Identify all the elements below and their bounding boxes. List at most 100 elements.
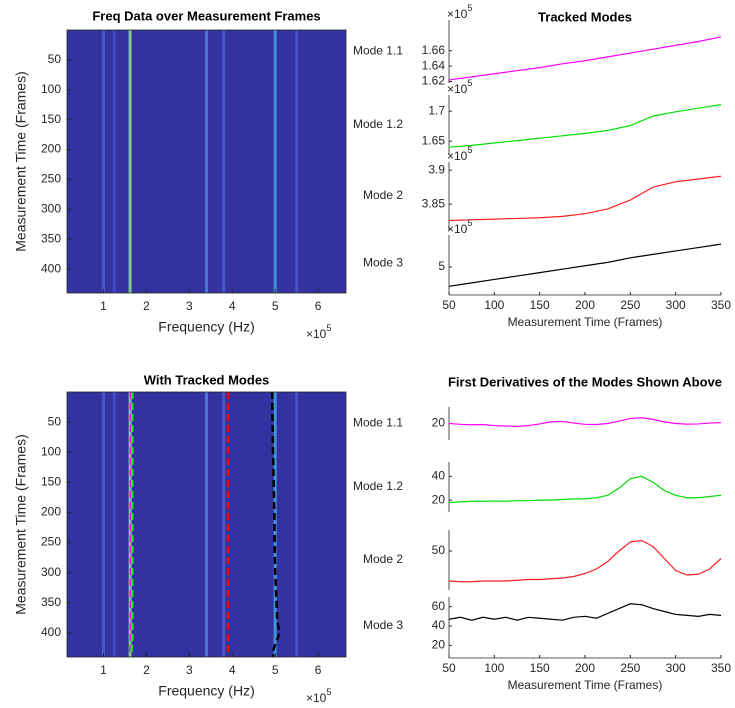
y-tick-label: 250 (41, 535, 61, 549)
y-tick-label: 1.65 (422, 133, 446, 147)
y-tick-label: 50 (432, 543, 446, 557)
exponent-power: 5 (467, 218, 472, 228)
x-tick-label: 50 (442, 661, 456, 675)
y-tick-label: 50 (48, 414, 62, 428)
mode-label: Mode 3 (363, 618, 403, 632)
x-axis-label: Frequency (Hz) (158, 683, 254, 699)
x-tick-label: 5 (272, 663, 279, 677)
x-tick-label: 250 (620, 661, 640, 675)
mode-label: Mode 1.2 (353, 117, 403, 131)
y-tick-label: 50 (48, 52, 62, 66)
heatmap-ridge (273, 30, 277, 293)
y-tick-label: 100 (41, 444, 61, 458)
x-tick-label: 6 (315, 663, 322, 677)
y-tick-label: 1.7 (428, 103, 445, 117)
exponent-base: ×10 (447, 149, 468, 163)
heatmap-ridge (222, 30, 226, 293)
x-tick-label: 3 (186, 299, 193, 313)
y-tick-label: 200 (41, 142, 61, 156)
x-tick-label: 4 (229, 663, 236, 677)
exponent-label: ×105 (306, 687, 331, 705)
mode-line (448, 539, 722, 583)
exponent-label: ×105 (306, 323, 331, 341)
y-tick-label: 400 (41, 625, 61, 639)
y-tick-label: 150 (41, 475, 61, 489)
x-tick-label: 150 (530, 298, 550, 312)
x-tick-label: 50 (442, 298, 456, 312)
x-tick-label: 6 (315, 299, 322, 313)
y-tick-label: 350 (41, 595, 61, 609)
mode-label: Mode 3 (363, 256, 403, 270)
exponent-label: ×105 (447, 78, 472, 96)
y-tick-label: 400 (41, 261, 61, 275)
plot-frame (66, 29, 347, 294)
y-tick-label: 3.85 (422, 196, 446, 210)
x-axis-label: Measurement Time (Frames) (508, 678, 663, 692)
mode-line (448, 475, 722, 504)
x-axis-label: Measurement Time (Frames) (508, 315, 663, 329)
mode-label: Mode 1.1 (353, 44, 403, 58)
mode-line (448, 36, 722, 81)
exponent-label: ×105 (447, 3, 472, 21)
exponent-base: ×10 (447, 7, 468, 21)
y-tick-label: 1.66 (422, 43, 446, 57)
y-tick-label: 250 (41, 172, 61, 186)
tracked-mode (270, 391, 281, 657)
mode-label: Mode 1.1 (353, 416, 403, 430)
heatmap-ridge (205, 30, 208, 293)
y-tick-label: 20 (432, 492, 446, 506)
x-tick-label: 2 (143, 299, 150, 313)
exponent-base: ×10 (306, 327, 327, 341)
x-tick-label: 3 (186, 663, 193, 677)
x-tick-label: 1 (100, 663, 107, 677)
x-tick-label: 350 (711, 661, 731, 675)
chart-title: Freq Data over Measurement Frames (92, 8, 320, 23)
exponent-label: ×105 (447, 145, 472, 163)
y-axis-label: Measurement Time (Frames) (13, 71, 29, 251)
heatmap-ridge (205, 392, 208, 657)
y-tick-label: 3.9 (428, 162, 445, 176)
exponent-power: 5 (467, 78, 472, 88)
y-tick-label: 5 (438, 259, 445, 273)
y-tick-label: 1.62 (422, 74, 446, 88)
x-tick-label: 300 (666, 298, 686, 312)
heatmap-ridge (112, 30, 116, 293)
x-tick-label: 150 (530, 661, 550, 675)
heatmap-ridge (295, 30, 299, 293)
heatmap-ridge (101, 30, 105, 293)
heatmap-ridge (112, 392, 116, 657)
mode-line (448, 603, 722, 621)
mode-line (448, 243, 722, 287)
x-tick-label: 250 (620, 298, 640, 312)
y-tick-label: 300 (41, 201, 61, 215)
x-tick-label: 100 (484, 661, 504, 675)
mode-label: Mode 2 (363, 188, 403, 202)
exponent-label: ×105 (447, 218, 472, 236)
chart-title: With Tracked Modes (144, 372, 270, 387)
mode-line (448, 104, 722, 148)
y-tick-label: 60 (432, 599, 446, 613)
x-axis-label: Frequency (Hz) (158, 319, 254, 335)
heatmap-ridge (222, 392, 226, 657)
x-tick-label: 350 (711, 298, 731, 312)
plot-frame (66, 391, 347, 658)
mode-line (448, 175, 722, 222)
y-tick-label: 350 (41, 231, 61, 245)
x-tick-label: 4 (229, 299, 236, 313)
mode-line (448, 417, 722, 427)
y-tick-label: 20 (432, 638, 446, 652)
exponent-base: ×10 (447, 82, 468, 96)
y-tick-label: 40 (432, 618, 446, 632)
heatmap-ridge (101, 392, 105, 657)
x-tick-label: 200 (575, 661, 595, 675)
x-tick-label: 2 (143, 663, 150, 677)
y-tick-label: 150 (41, 112, 61, 126)
exponent-power: 5 (326, 323, 331, 333)
y-tick-label: 40 (432, 468, 446, 482)
chart-title: Tracked Modes (538, 9, 632, 24)
exponent-base: ×10 (447, 222, 468, 236)
mode-label: Mode 1.2 (353, 479, 403, 493)
heatmap-ridge (128, 30, 132, 293)
y-tick-label: 20 (432, 416, 446, 430)
